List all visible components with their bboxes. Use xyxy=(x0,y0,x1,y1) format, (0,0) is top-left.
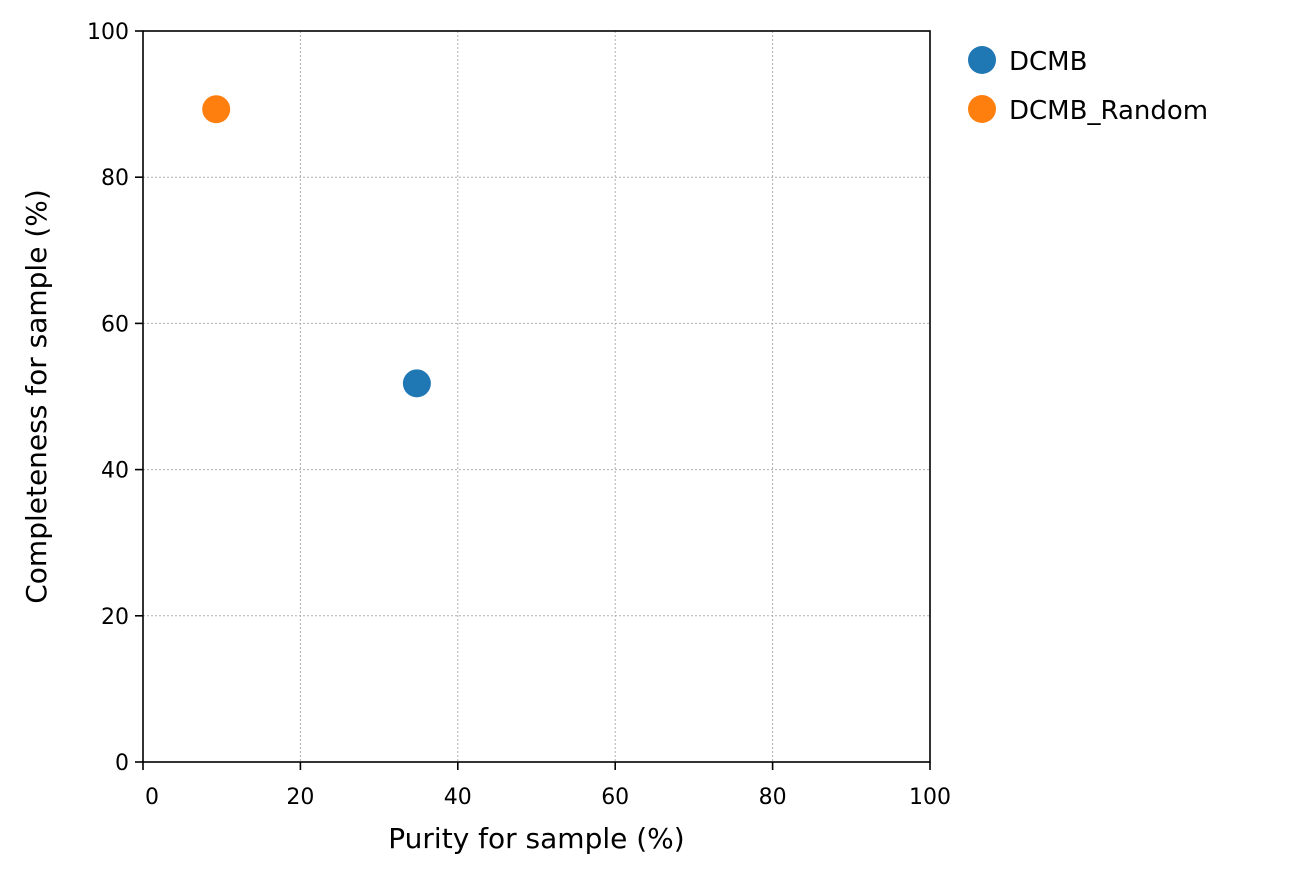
legend-marker xyxy=(968,46,996,74)
y-tick-label: 60 xyxy=(101,312,129,337)
x-tick-label: 40 xyxy=(444,785,472,810)
x-axis-label: Purity for sample (%) xyxy=(388,822,684,855)
y-axis-label: Completeness for sample (%) xyxy=(20,189,53,604)
x-axis-ticks: 0 20 40 60 80 100 xyxy=(142,762,951,810)
grid-lines xyxy=(143,31,930,762)
x-tick-label: 60 xyxy=(601,785,629,810)
y-tick-label: 80 xyxy=(101,166,129,191)
x-tick-label: 20 xyxy=(286,785,314,810)
y-axis-ticks: 0 20 40 60 80 100 xyxy=(87,20,143,776)
plot-area-frame xyxy=(142,30,931,763)
y-tick-label: 40 xyxy=(101,459,129,484)
legend: DCMB DCMB_Random xyxy=(968,46,1208,126)
data-point xyxy=(402,369,431,398)
x-tick-label: 0 xyxy=(145,785,159,810)
legend-label: DCMB_Random xyxy=(1009,96,1208,126)
y-tick-label: 0 xyxy=(115,751,129,776)
data-point xyxy=(202,95,231,124)
y-tick-label: 20 xyxy=(101,605,129,630)
y-tick-label: 100 xyxy=(87,20,129,45)
legend-marker xyxy=(968,95,996,123)
x-tick-label: 100 xyxy=(909,785,951,810)
x-tick-label: 80 xyxy=(759,785,787,810)
legend-label: DCMB xyxy=(1009,47,1087,77)
data-points xyxy=(202,95,431,398)
